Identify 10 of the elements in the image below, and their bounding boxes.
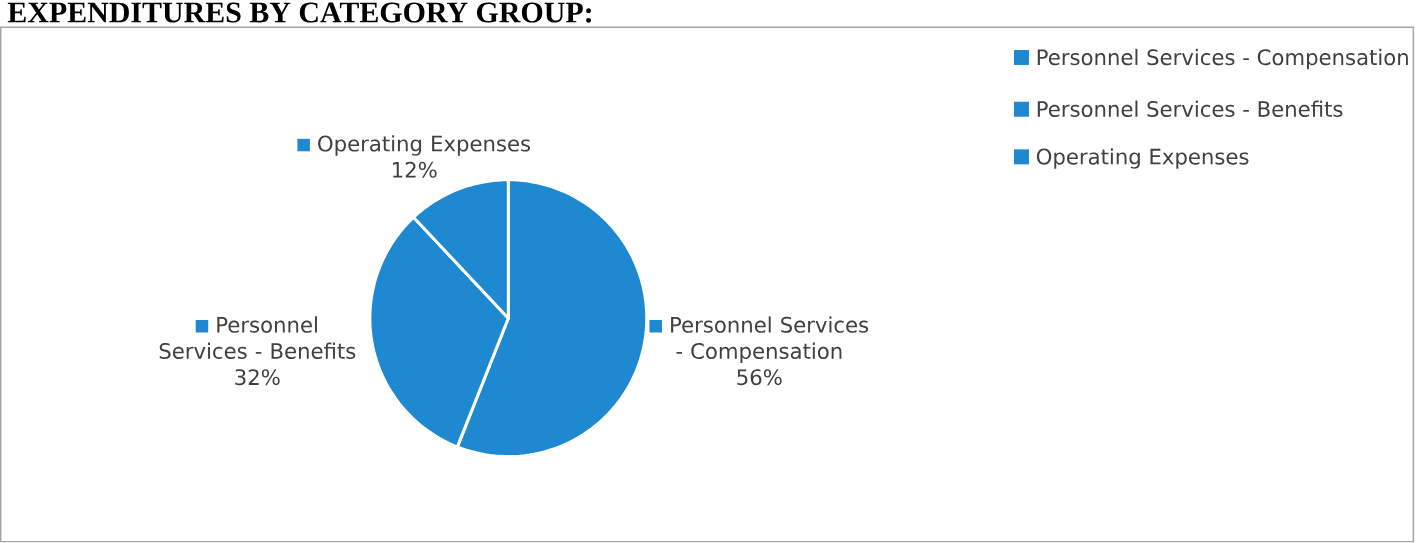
data-label: 32% bbox=[235, 369, 280, 386]
legend-label: Personnel Services - Benefits bbox=[159, 316, 356, 360]
data-label: 12% bbox=[393, 161, 437, 179]
category-label: Personnel Services - Benefits bbox=[1037, 100, 1343, 118]
data-label: 56% bbox=[737, 369, 782, 386]
legend-label: Operating Expenses bbox=[318, 135, 531, 156]
chart-title: EXPENDITURES BY CATEGORY GROUP: bbox=[7, 2, 591, 23]
slice-label: Personnel Services - Compensation bbox=[671, 316, 869, 364]
legend-label: Personnel Services - Compensation bbox=[1037, 49, 1408, 70]
category-label: Operating Expenses bbox=[1036, 148, 1249, 169]
